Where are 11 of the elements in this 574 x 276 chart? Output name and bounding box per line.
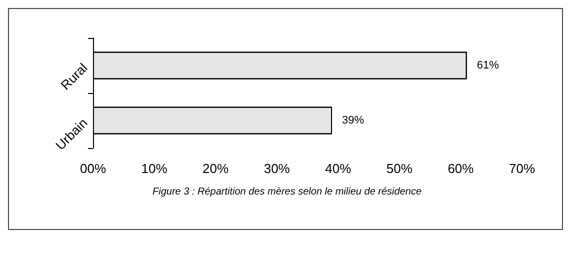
x-tick-label: 50% (386, 161, 413, 176)
data-label: 61% (476, 60, 500, 72)
caption: Figure 3 : Répartition des mères selon le milieu de résidence (152, 186, 422, 198)
x-tick-label: 20% (202, 161, 230, 176)
x-tick-label: 60% (448, 161, 474, 176)
x-tick-label: 10% (141, 161, 168, 176)
x-tick-label: 70% (508, 161, 536, 176)
x-tick-label: 00% (80, 161, 106, 176)
x-tick-label: 30% (264, 161, 290, 176)
data-label: 39% (342, 114, 364, 126)
x-tick-label: 40% (325, 161, 352, 176)
